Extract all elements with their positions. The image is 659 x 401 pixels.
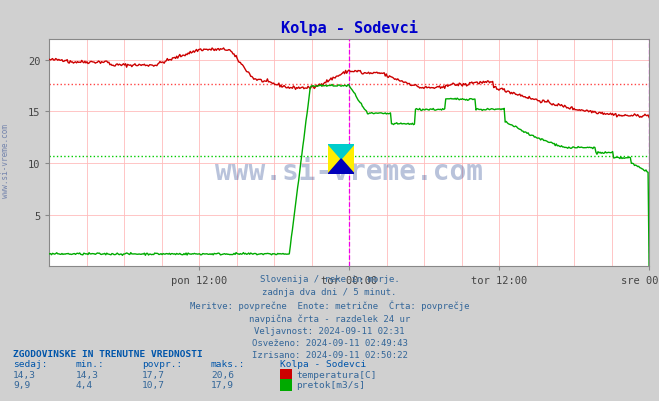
Text: 20,6: 20,6 [211, 370, 234, 379]
Polygon shape [328, 144, 355, 160]
Text: min.:: min.: [76, 359, 105, 368]
Text: 4,4: 4,4 [76, 380, 93, 389]
Text: 9,9: 9,9 [13, 380, 30, 389]
Text: 14,3: 14,3 [13, 370, 36, 379]
Text: temperatura[C]: temperatura[C] [297, 370, 377, 379]
Text: 10,7: 10,7 [142, 380, 165, 389]
Text: 17,7: 17,7 [142, 370, 165, 379]
Text: 14,3: 14,3 [76, 370, 99, 379]
Polygon shape [328, 160, 355, 174]
Text: www.si-vreme.com: www.si-vreme.com [1, 124, 10, 197]
Text: Kolpa - Sodevci: Kolpa - Sodevci [280, 359, 366, 368]
Title: Kolpa - Sodevci: Kolpa - Sodevci [281, 20, 418, 36]
Text: www.si-vreme.com: www.si-vreme.com [215, 158, 483, 186]
Text: Slovenija / reke in morje.
zadnja dva dni / 5 minut.
Meritve: povprečne  Enote: : Slovenija / reke in morje. zadnja dva dn… [190, 275, 469, 359]
Text: maks.:: maks.: [211, 359, 245, 368]
Text: ZGODOVINSKE IN TRENUTNE VREDNOSTI: ZGODOVINSKE IN TRENUTNE VREDNOSTI [13, 349, 203, 358]
Text: povpr.:: povpr.: [142, 359, 182, 368]
Text: 17,9: 17,9 [211, 380, 234, 389]
Text: pretok[m3/s]: pretok[m3/s] [297, 380, 366, 389]
Text: sedaj:: sedaj: [13, 359, 47, 368]
